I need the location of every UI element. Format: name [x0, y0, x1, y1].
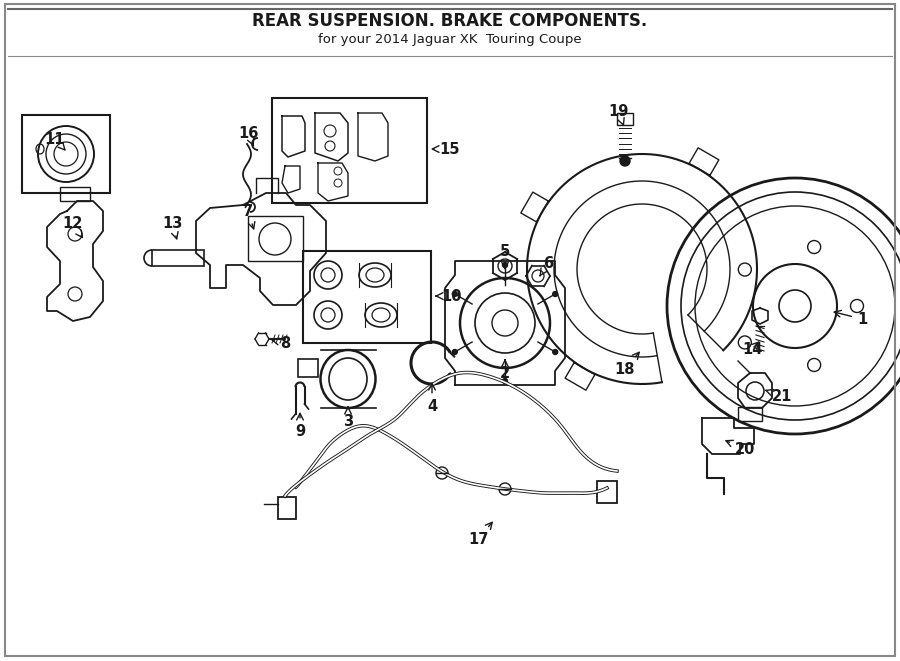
Text: 1: 1 [834, 311, 867, 327]
Circle shape [620, 156, 630, 166]
Text: 9: 9 [295, 413, 305, 438]
Text: 14: 14 [742, 342, 762, 356]
Text: 3: 3 [343, 407, 353, 428]
Circle shape [453, 350, 457, 354]
Bar [60, 187, 90, 201]
Text: 6: 6 [540, 256, 554, 276]
Bar [298, 359, 318, 377]
Text: 15: 15 [432, 141, 460, 157]
Bar [22, 115, 110, 193]
Bar [597, 481, 617, 503]
Text: 21: 21 [766, 389, 792, 403]
Circle shape [502, 379, 508, 383]
Text: 5: 5 [500, 243, 510, 268]
Text: 12: 12 [62, 215, 83, 237]
Circle shape [553, 292, 558, 297]
Bar [152, 250, 204, 266]
Bar [738, 407, 762, 421]
Text: 19: 19 [608, 104, 628, 125]
Text: 17: 17 [468, 522, 492, 547]
Circle shape [502, 262, 508, 268]
Text: 20: 20 [726, 440, 755, 457]
Text: for your 2014 Jaguar XK  Touring Coupe: for your 2014 Jaguar XK Touring Coupe [319, 32, 581, 46]
Bar [617, 113, 633, 125]
Bar [248, 216, 303, 261]
Circle shape [453, 292, 457, 297]
Text: 8: 8 [272, 336, 290, 350]
Bar [303, 251, 431, 343]
Text: 16: 16 [238, 126, 258, 146]
Text: 2: 2 [500, 360, 510, 381]
Text: 13: 13 [162, 215, 182, 239]
Text: 4: 4 [427, 383, 437, 414]
Text: REAR SUSPENSION. BRAKE COMPONENTS.: REAR SUSPENSION. BRAKE COMPONENTS. [252, 12, 648, 30]
Text: 18: 18 [615, 352, 639, 377]
Text: 7: 7 [243, 204, 255, 229]
Circle shape [553, 350, 558, 354]
Text: 11: 11 [45, 132, 65, 150]
Bar [272, 98, 427, 203]
Bar [278, 497, 296, 519]
Text: 10: 10 [436, 288, 463, 303]
